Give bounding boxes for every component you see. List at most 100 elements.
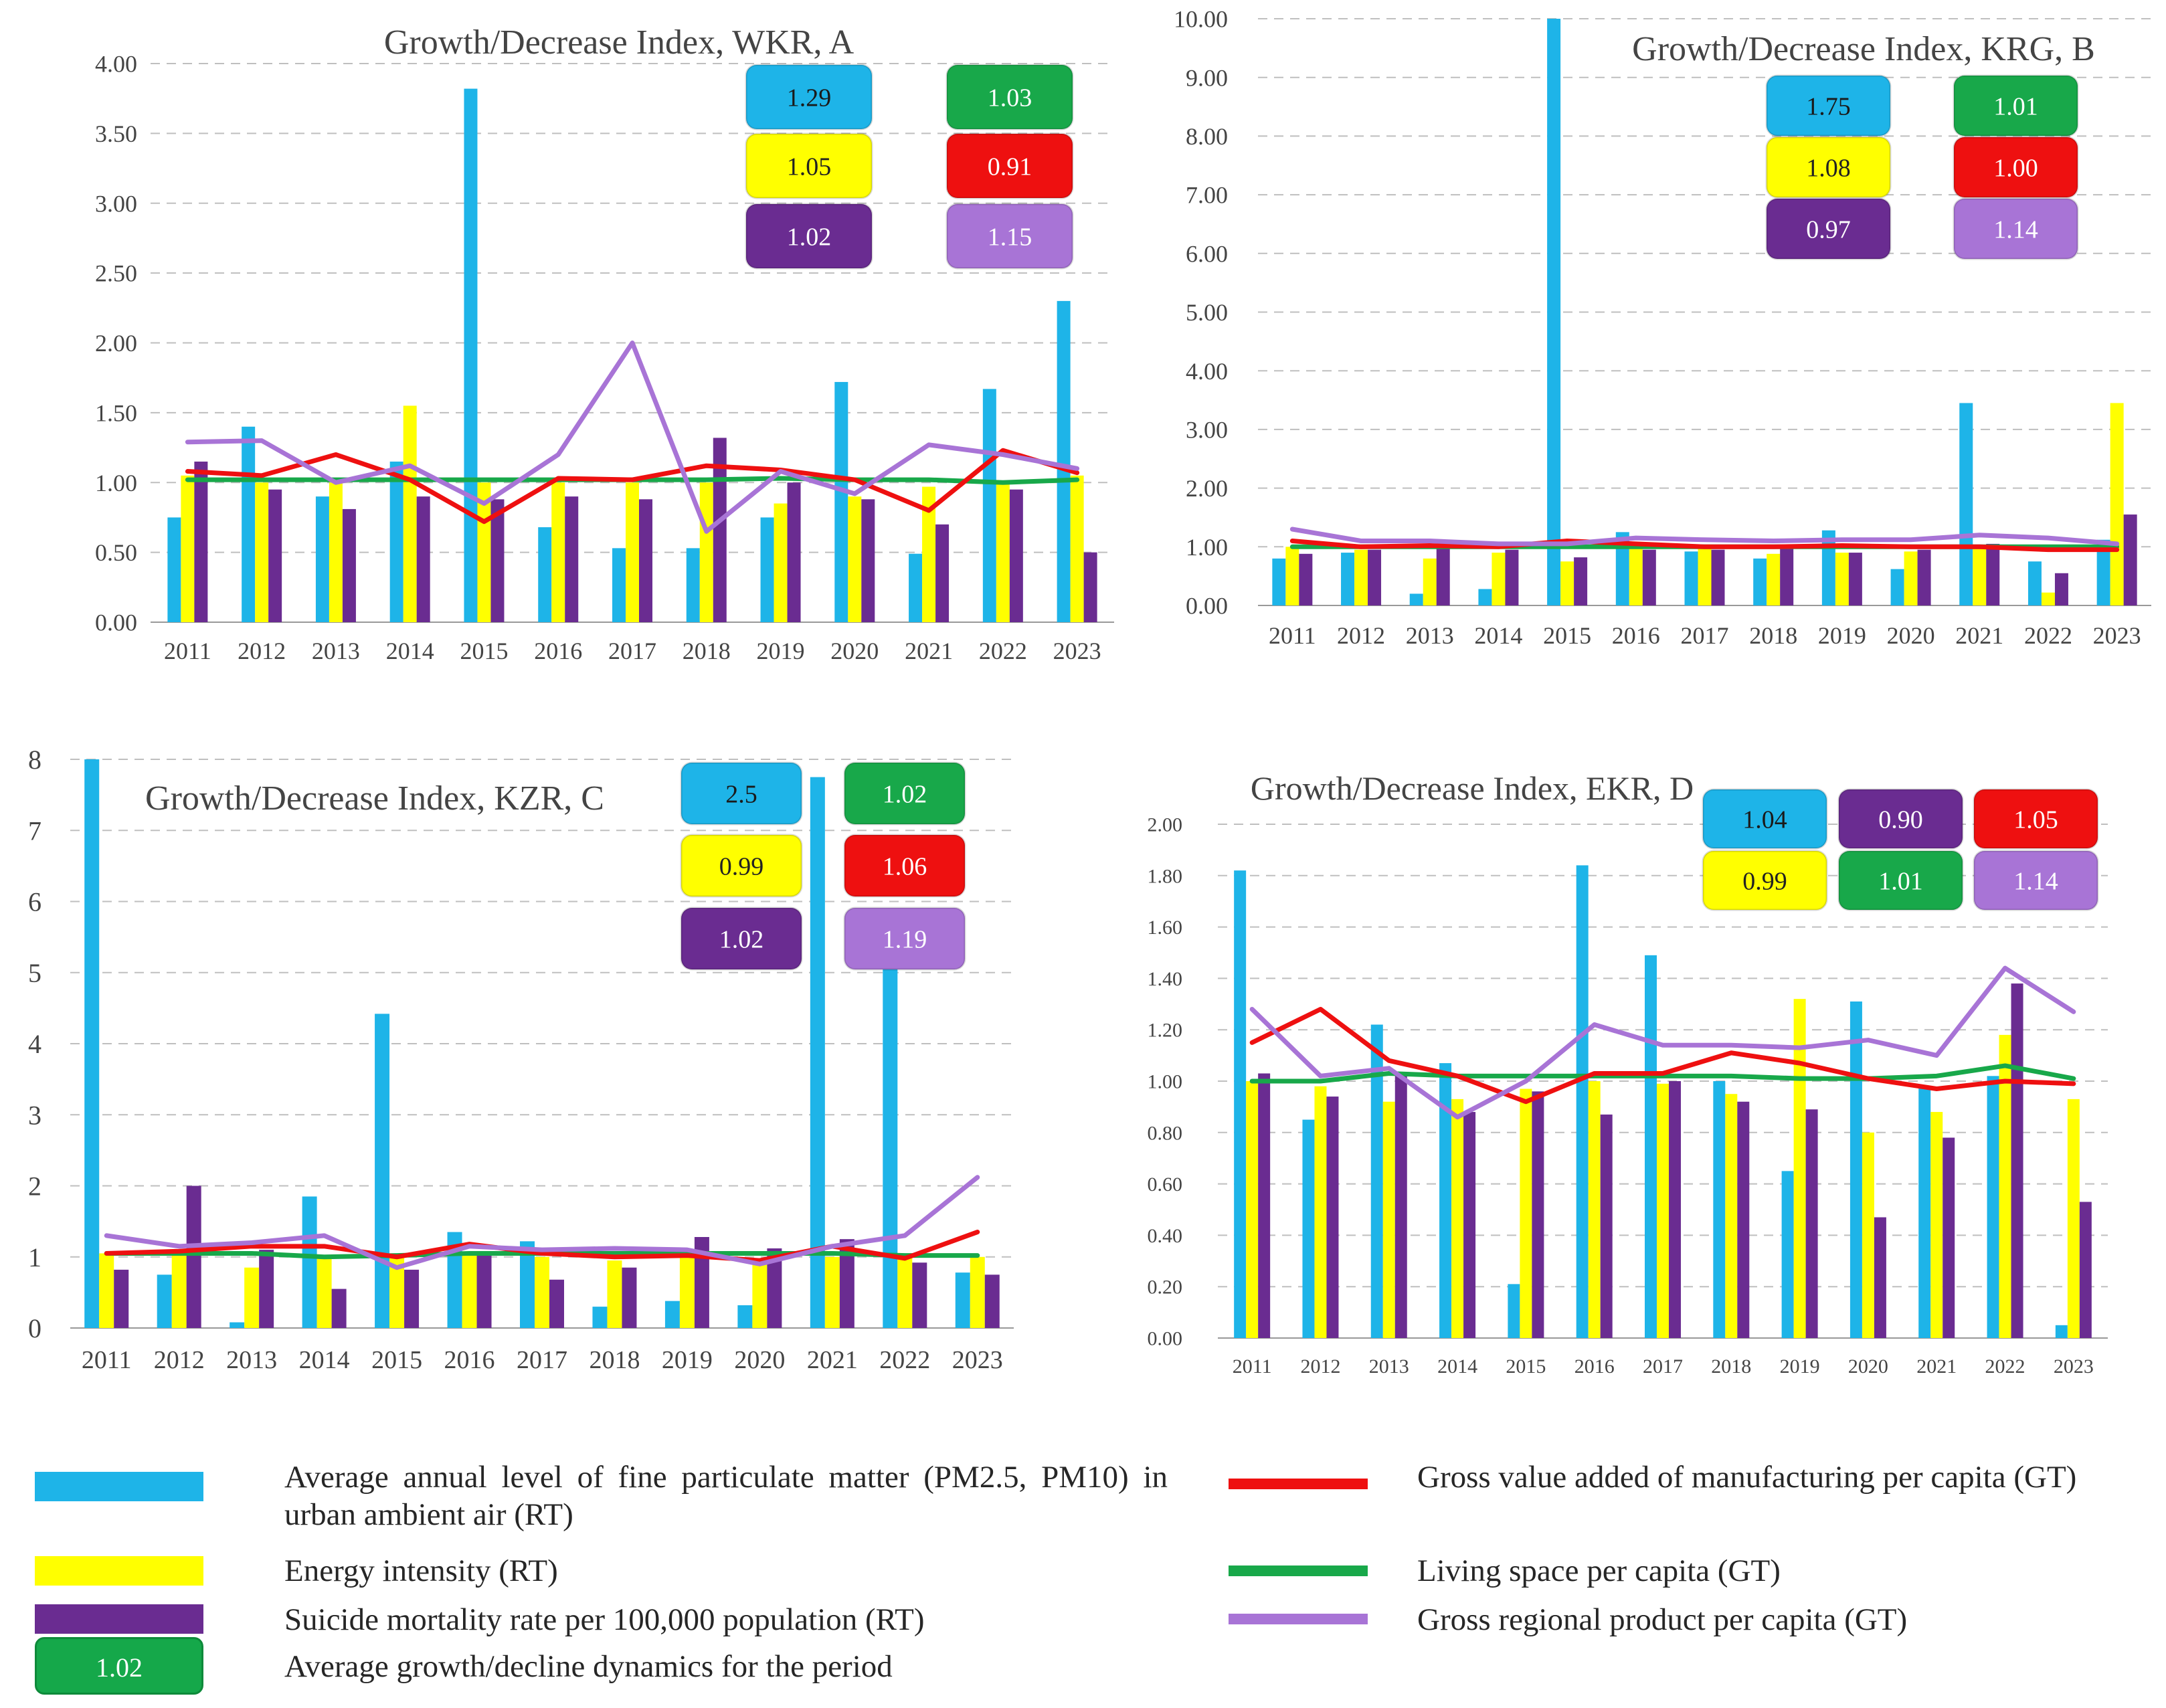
badge-value: 1.29 [787,84,832,112]
x-tick-label: 2016 [1612,622,1660,649]
bar-pm [1615,532,1629,605]
x-tick-label: 2012 [1300,1355,1340,1378]
bar-energy [1382,1101,1395,1338]
bar-suicide [186,1185,201,1328]
legend-label-average: Average growth/decline dynamics for the … [284,1649,893,1684]
bar-suicide [565,496,579,622]
badge-value: 1.05 [787,153,832,181]
badge-suicide [1765,197,1892,260]
badge-value: 1.14 [2013,867,2058,895]
y-tick-label: 7.00 [1186,182,1228,209]
bar-energy [922,486,936,622]
bar-pm [686,548,700,622]
x-tick-label: 2015 [460,638,508,664]
bar-energy [897,1256,913,1328]
badge-value: 1.03 [988,84,1032,112]
chart-B: 0.00 1.00 2.00 3.00 4.00 5.00 6.00 7.00 8.00 9.00… [1174,6,2151,649]
bar-pm [2055,1325,2068,1338]
legend-swatch-living [1229,1565,1368,1576]
bar-suicide [1642,549,1656,605]
bar-energy [244,1267,260,1328]
bar-energy [1973,547,1987,605]
bar-pm [810,777,825,1328]
x-tick-label: 2021 [905,638,953,664]
badge-pm [680,761,803,826]
bar-pm [538,527,552,622]
legend-label-energy: Energy intensity (RT) [284,1553,558,1588]
charts-canvas: 0.000.501.001.502.002.503.003.504.002011… [28,6,2151,1378]
y-tick-label: 1.00 [1148,1071,1183,1093]
legend-label-pm: Average annual level of fine particulate… [284,1460,1168,1532]
y-tick-label: 7 [28,816,41,846]
badge-energy [745,132,873,199]
badge-living [1837,850,1964,911]
bar-energy [551,482,565,622]
bar-suicide [1669,1081,1681,1338]
chart-C: 0 1 2 3 4 5 6 7 8 2011 2012 2013 2014 2015 2016 2017 201… [28,745,1014,1374]
bar-suicide [694,1237,709,1328]
badge-value: 1.08 [1806,154,1851,182]
badge-value: 1.02 [883,780,927,808]
x-tick-label: 2014 [299,1346,350,1374]
y-tick-label: 5.00 [1186,299,1228,326]
badge-grp [945,203,1074,270]
x-tick-label: 2011 [1269,622,1316,649]
bar-suicide [342,508,356,622]
bar-pm [375,1014,390,1328]
legend-badge-average: 1.02 [35,1637,203,1695]
bar-pm [230,1322,245,1328]
y-tick-label: 2.00 [1148,814,1183,836]
y-tick-label: 4.00 [95,51,137,78]
y-tick-label: 0.00 [1148,1328,1183,1350]
x-tick-label: 2017 [1681,622,1729,649]
bar-energy [774,503,788,622]
bar-pm [1547,19,1561,605]
bar-suicide [331,1289,347,1328]
bar-energy [1070,475,1084,622]
bar-pm [1821,530,1835,605]
bar-energy [1314,1086,1327,1338]
bar-suicide [1600,1114,1613,1338]
x-tick-label: 2015 [1506,1355,1546,1378]
bar-pm [520,1241,535,1328]
bar-energy [1246,1081,1259,1338]
y-tick-label: 2.00 [95,330,137,357]
y-tick-label: 9.00 [1186,64,1228,91]
bar-suicide [1943,1137,1955,1338]
bar-suicide [1574,557,1588,605]
x-tick-label: 2011 [1233,1355,1272,1378]
bar-suicide [861,499,875,622]
x-tick-label: 2013 [1406,622,1454,649]
bar-energy [1904,551,1918,605]
legend: Average annual level of fine particulate… [0,1438,2166,1708]
x-tick-label: 2020 [1848,1355,1888,1378]
bar-suicide [1711,549,1725,605]
bar-pm [389,461,403,622]
bar-energy [1999,1034,2011,1338]
bar-suicide [912,1262,927,1328]
x-tick-label: 2018 [1711,1355,1751,1378]
bar-energy [403,405,417,622]
badge-value: 0.99 [719,852,764,880]
bar-pm [1645,955,1657,1338]
badge-pm [1702,788,1828,850]
bar-suicide [1326,1097,1339,1338]
bar-suicide [114,1269,129,1328]
bar-pm [1987,1076,1999,1338]
bar-suicide [1436,547,1450,605]
line-gva [1249,1006,2076,1105]
bar-suicide [1083,552,1097,622]
badge-value: 1.19 [883,925,927,953]
badge-grp [1953,197,2079,260]
badge-value: 1.02 [787,223,832,251]
y-tick-label: 8 [28,745,41,775]
y-tick-label: 10.00 [1174,6,1228,33]
bar-energy [1423,558,1437,605]
y-tick-label: 1.20 [1148,1020,1183,1042]
y-tick-label: 0.20 [1148,1276,1183,1299]
bar-suicide [2079,1202,2092,1338]
bar-pm [1684,551,1698,605]
y-tick-label: 4 [28,1029,41,1059]
badge-gva [945,132,1074,199]
bar-pm [157,1274,172,1328]
